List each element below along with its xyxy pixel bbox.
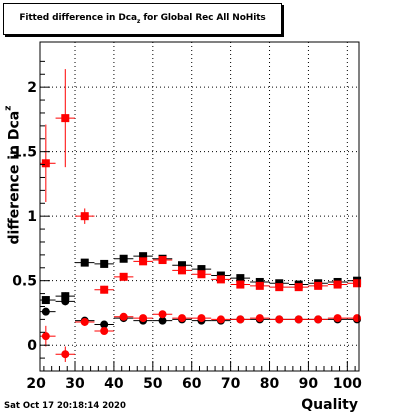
y-tick-label: 1 [27,209,37,225]
y-axis-title-subscript: z [3,105,14,111]
x-tick-label: 60 [182,376,202,392]
data-marker-circle [236,315,245,324]
data-marker-circle [255,314,264,323]
grid-lines [40,42,359,371]
data-marker-square [294,283,303,292]
data-marker-square [177,266,186,275]
chart-title-rest: for Global Rec All NoHits [140,13,266,23]
data-marker-square [139,252,148,261]
data-marker-square [236,274,245,283]
data-marker-circle [177,314,186,323]
data-marker-square [100,285,109,294]
data-marker-circle [353,314,362,323]
x-tick-label: 50 [143,376,163,392]
data-marker-circle [100,327,109,336]
x-tick-label: 80 [260,376,280,392]
data-marker-circle [314,315,323,324]
data-marker-circle [100,320,109,329]
data-marker-square [41,159,50,168]
axis-ticks: 20 30 40 50 60 70 80 90 100 0 0.5 1 1.5 2 [12,60,362,392]
data-marker-circle [197,314,206,323]
x-tick-label: 100 [333,376,362,392]
chart-title-main: Fitted difference in Dca [19,13,137,23]
chart-title-subscript: z [136,18,141,25]
data-marker-square [80,258,89,267]
data-marker-square [353,279,362,288]
y-tick-label: 0.5 [12,274,37,290]
data-marker-square [216,275,225,284]
data-marker-square [177,261,186,270]
chart-title-box: Fitted difference in Dcaz for Global Rec… [3,3,282,35]
data-marker-circle [80,317,89,326]
data-marker-square [158,256,167,265]
x-tick-label: 20 [26,376,46,392]
data-marker-circle [41,307,50,316]
data-marker-square [119,272,128,281]
data-marker-circle [119,312,128,321]
y-tick-label: 0 [27,338,37,354]
data-marker-square [255,281,264,290]
data-points [40,69,362,362]
data-marker-square [197,265,206,274]
data-marker-square [119,254,128,263]
data-marker-square [314,281,323,290]
data-marker-circle [158,310,167,319]
data-marker-square [100,259,109,268]
data-marker-circle [61,350,70,359]
x-tick-label: 30 [65,376,85,392]
data-marker-square [139,257,148,266]
data-marker-circle [139,314,148,323]
data-marker-circle [275,315,284,324]
data-marker-square [197,270,206,279]
x-tick-label: 70 [221,376,241,392]
data-marker-square [236,280,245,289]
y-axis-title-main: difference in Dca [6,110,23,245]
data-marker-circle [216,315,225,324]
data-marker-square [80,212,89,221]
data-marker-square [61,114,70,123]
data-marker-circle [333,314,342,323]
y-tick-label: 1.5 [12,145,37,161]
timestamp: Sat Oct 17 20:18:14 2020 [4,401,126,411]
data-marker-circle [41,332,50,341]
data-marker-circle [61,297,70,306]
x-axis-title: Quality [301,397,358,413]
chart-title: Fitted difference in Dcaz for Global Rec… [4,13,281,25]
data-marker-circle [294,315,303,324]
y-tick-label: 2 [27,80,37,96]
x-tick-label: 40 [104,376,124,392]
data-marker-square [41,296,50,305]
data-marker-square [275,283,284,292]
data-marker-circle [158,316,167,325]
data-marker-square [61,292,70,301]
data-marker-square [333,280,342,289]
x-tick-label: 90 [299,376,319,392]
